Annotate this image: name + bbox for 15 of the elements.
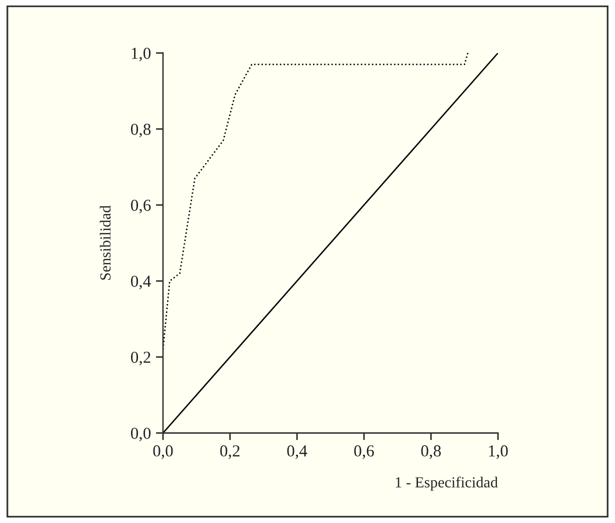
y-axis-title: Sensibilidad xyxy=(100,205,111,280)
x-axis-title: 1 - Especificidad xyxy=(396,476,498,491)
y-tick-label: 0,8 xyxy=(130,124,151,138)
y-tick-label: 0,6 xyxy=(130,200,151,214)
x-tick-label: 0,4 xyxy=(287,445,308,459)
x-tick-label: 1,0 xyxy=(489,445,508,459)
y-tick-label: 0,2 xyxy=(130,352,150,366)
y-tick-label: 0,4 xyxy=(130,276,151,290)
x-tick-label: 0,8 xyxy=(421,445,441,459)
x-tick-label: 0,0 xyxy=(153,445,173,459)
x-tick-label: 0,2 xyxy=(220,445,240,459)
y-tick-label: 1,0 xyxy=(132,48,151,62)
x-tick-label: 0,6 xyxy=(354,445,374,459)
line-series xyxy=(163,53,469,350)
y-tick-label: 0,0 xyxy=(130,428,151,442)
